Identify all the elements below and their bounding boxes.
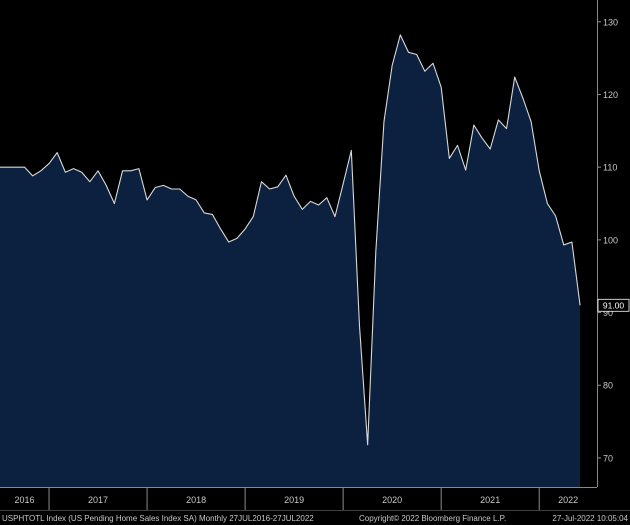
footer-timestamp: 27-Jul-2022 10:05:04 — [552, 514, 628, 523]
x-axis: 2016 2017 2018 2019 2020 2021 2022 — [0, 487, 630, 511]
x-tick-label: 2019 — [284, 495, 304, 505]
footer-copyright: Copyright© 2022 Bloomberg Finance L.P. — [359, 514, 506, 523]
x-tick-label: 2021 — [480, 495, 500, 505]
last-value-badge — [597, 298, 630, 312]
series-line — [0, 34, 581, 446]
plot-area — [0, 34, 581, 487]
footer-ticker-description: USPHTOTL Index (US Pending Home Sales In… — [2, 514, 314, 523]
y-tick-label: 120 — [603, 90, 618, 100]
y-tick-label: 130 — [603, 17, 618, 27]
x-tick-label: 2020 — [382, 495, 402, 505]
y-tick-label: 110 — [603, 163, 617, 173]
y-tick-label: 70 — [603, 453, 613, 463]
footer: USPHTOTL Index (US Pending Home Sales In… — [2, 514, 629, 523]
x-tick-label: 2018 — [186, 495, 206, 505]
y-tick-label: 90 — [603, 308, 613, 318]
x-tick-label: 2017 — [88, 495, 108, 505]
last-value-label: 91.00 — [603, 300, 625, 310]
series-area-fill — [0, 34, 581, 487]
y-tick-label: 80 — [603, 381, 613, 391]
x-tick-label: 2016 — [14, 495, 34, 505]
x-tick-label: 2022 — [558, 495, 578, 505]
y-axis: 70 80 90 100 110 120 130 91.00 — [597, 0, 630, 487]
y-tick-label: 100 — [603, 235, 618, 245]
